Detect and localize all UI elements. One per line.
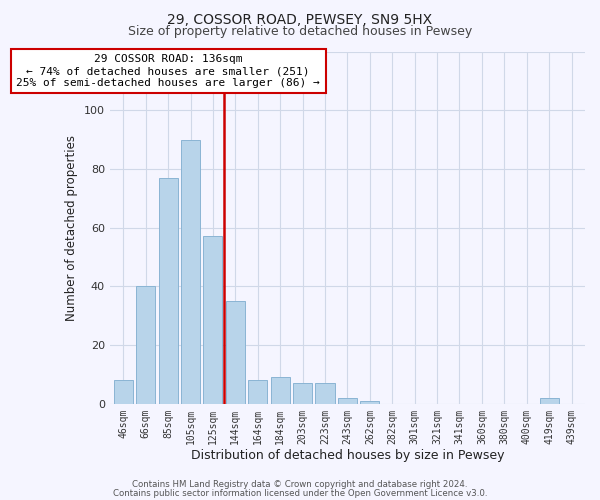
Bar bbox=[338, 398, 357, 404]
Bar bbox=[539, 398, 559, 404]
Bar bbox=[316, 384, 335, 404]
Bar bbox=[248, 380, 267, 404]
Bar bbox=[271, 378, 290, 404]
Bar bbox=[136, 286, 155, 404]
Bar bbox=[158, 178, 178, 404]
Bar bbox=[226, 301, 245, 404]
X-axis label: Distribution of detached houses by size in Pewsey: Distribution of detached houses by size … bbox=[191, 450, 504, 462]
Bar bbox=[293, 384, 312, 404]
Y-axis label: Number of detached properties: Number of detached properties bbox=[65, 134, 79, 320]
Text: Contains public sector information licensed under the Open Government Licence v3: Contains public sector information licen… bbox=[113, 489, 487, 498]
Text: 29 COSSOR ROAD: 136sqm
← 74% of detached houses are smaller (251)
25% of semi-de: 29 COSSOR ROAD: 136sqm ← 74% of detached… bbox=[16, 54, 320, 88]
Bar bbox=[181, 140, 200, 404]
Text: 29, COSSOR ROAD, PEWSEY, SN9 5HX: 29, COSSOR ROAD, PEWSEY, SN9 5HX bbox=[167, 12, 433, 26]
Bar bbox=[203, 236, 223, 404]
Text: Contains HM Land Registry data © Crown copyright and database right 2024.: Contains HM Land Registry data © Crown c… bbox=[132, 480, 468, 489]
Bar bbox=[361, 401, 379, 404]
Text: Size of property relative to detached houses in Pewsey: Size of property relative to detached ho… bbox=[128, 25, 472, 38]
Bar bbox=[114, 380, 133, 404]
